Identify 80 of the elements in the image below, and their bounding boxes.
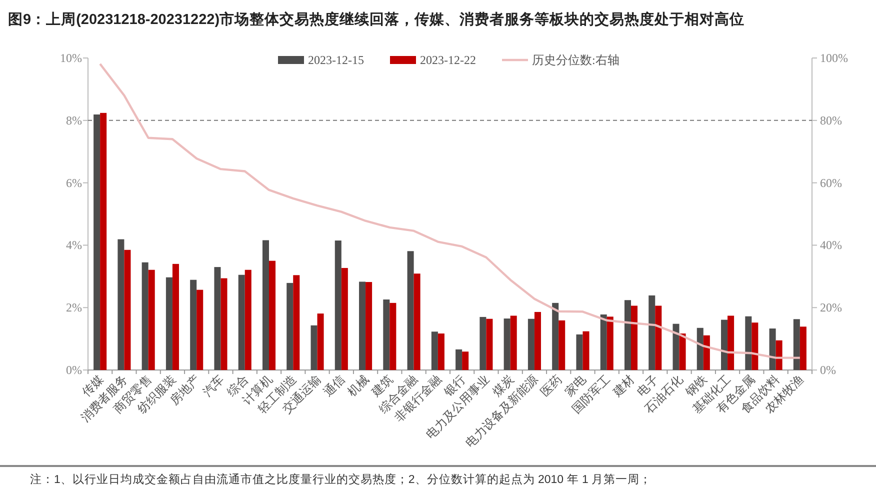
y-tick-label: 6% — [66, 176, 82, 190]
bar — [414, 274, 420, 370]
bar — [262, 240, 269, 370]
bar — [728, 316, 734, 370]
chart-title: 图9：上周(20231218-20231222)市场整体交易热度继续回落，传媒、消费者服务等板块的交易热度处于相对高位 — [8, 10, 745, 28]
bar — [238, 274, 245, 370]
legend-label: 历史分位数:右轴 — [532, 53, 620, 67]
legend-label: 2023-12-22 — [420, 53, 476, 67]
y-tick-label: 2% — [66, 300, 82, 315]
bar — [456, 349, 462, 370]
bar — [94, 114, 100, 370]
bar — [317, 314, 324, 370]
bar — [703, 335, 710, 370]
bar — [100, 112, 107, 370]
bar — [582, 331, 590, 370]
bar — [269, 260, 276, 370]
y2-tick-label: 100% — [820, 51, 848, 65]
bar — [383, 299, 390, 370]
bar — [745, 316, 752, 370]
bar — [721, 320, 728, 370]
bar — [220, 278, 228, 370]
bar — [600, 314, 607, 370]
y-tick-label: 4% — [66, 238, 82, 252]
bar — [528, 318, 534, 370]
y-tick-label: 0% — [66, 363, 82, 377]
bar — [672, 324, 680, 370]
text: 注：1、以行业日均成交金额占自由流通市值之比度量行业的交易热度；2、分位数计算的起点为 2010 年 1 月第一周； — [30, 472, 652, 486]
bar — [793, 319, 800, 370]
bar — [655, 306, 662, 370]
bar — [776, 340, 782, 370]
bar — [504, 318, 510, 370]
bar — [752, 322, 758, 370]
bar — [462, 352, 469, 370]
bar — [486, 318, 493, 370]
bar — [407, 251, 414, 370]
bar — [293, 275, 300, 370]
bar — [431, 332, 438, 370]
bar — [190, 280, 197, 370]
y-tick-label: 8% — [66, 113, 82, 128]
bar — [606, 316, 614, 370]
bar — [124, 250, 131, 370]
bar — [800, 326, 806, 370]
bar — [334, 240, 342, 370]
bar — [310, 325, 318, 370]
x-tick-label: 医药 — [538, 372, 565, 400]
bar — [438, 333, 444, 370]
bar — [142, 262, 148, 370]
bar — [480, 316, 486, 370]
bar — [118, 239, 124, 370]
bar — [366, 282, 372, 370]
bar — [390, 302, 396, 370]
bar — [148, 270, 155, 370]
bar — [552, 302, 559, 370]
bar — [534, 312, 541, 370]
bar — [196, 290, 204, 370]
bar — [624, 300, 631, 370]
bar — [576, 334, 583, 370]
bar — [166, 277, 172, 370]
bar — [341, 268, 348, 370]
x-tick-label: 建材 — [610, 372, 638, 400]
bar — [214, 267, 221, 370]
y2-tick-label: 40% — [820, 238, 842, 252]
bar — [172, 264, 179, 370]
y2-tick-label: 20% — [820, 300, 842, 315]
legend-label: 2023-12-15 — [308, 53, 364, 67]
bar — [631, 306, 638, 370]
y2-tick-label: 60% — [820, 176, 842, 190]
x-tick-label: 汽车 — [200, 372, 227, 400]
y2-tick-label: 80% — [820, 113, 842, 128]
bar — [679, 333, 686, 370]
bar — [648, 295, 656, 370]
y2-tick-label: 0% — [820, 363, 836, 377]
bar — [696, 328, 704, 370]
y-tick-label: 10% — [60, 51, 82, 65]
bar — [510, 316, 517, 370]
bar — [558, 320, 566, 370]
bar — [769, 328, 776, 370]
bar — [286, 282, 294, 370]
bar — [244, 270, 252, 370]
bar — [359, 282, 366, 370]
